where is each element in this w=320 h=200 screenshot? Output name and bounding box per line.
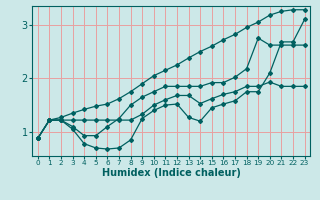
- X-axis label: Humidex (Indice chaleur): Humidex (Indice chaleur): [102, 168, 241, 178]
